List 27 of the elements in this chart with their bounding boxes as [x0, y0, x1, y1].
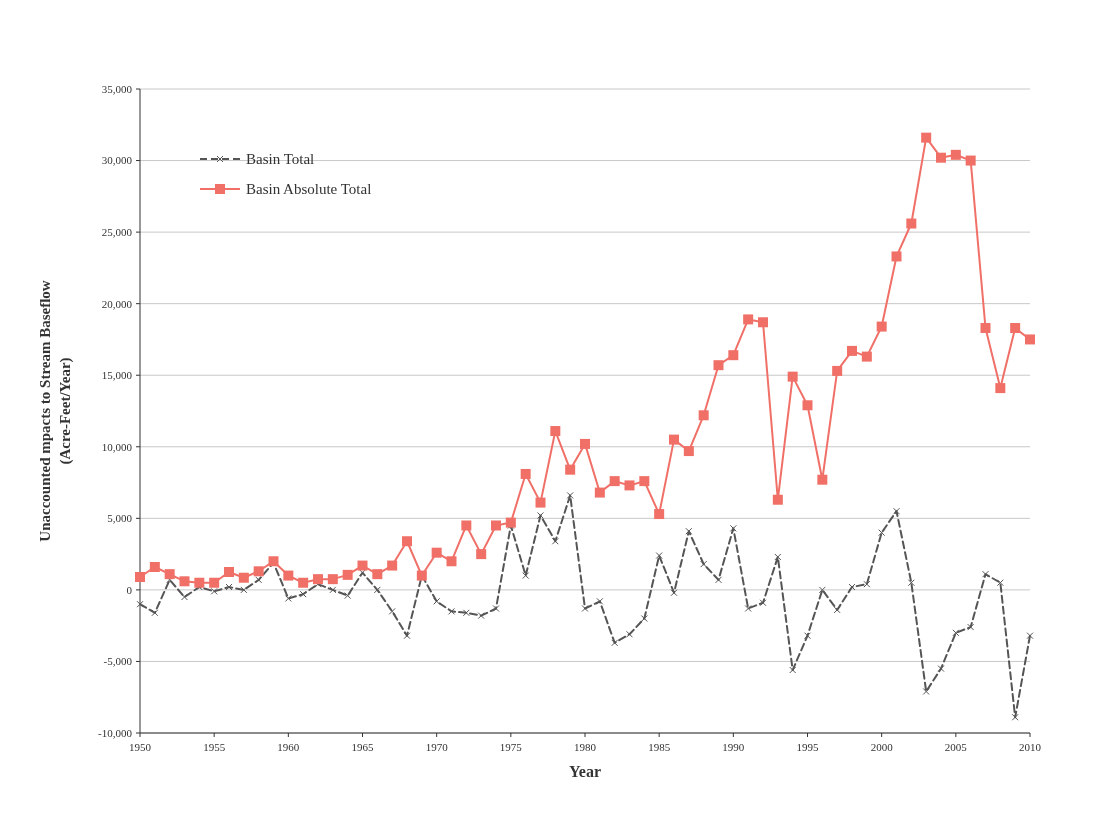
x-tick-label: 1965	[351, 741, 374, 753]
x-tick-label: 1985	[648, 741, 671, 753]
y-axis-title: Unaccounted mpacts to Stream Baseflow (Acre-Feet/Year)	[37, 280, 74, 542]
y-tick-label: 20,000	[101, 297, 133, 310]
legend-label: Basin Absolute Total	[246, 181, 372, 198]
x-tick-label: 1975	[499, 741, 523, 753]
x-tick-label: 1960	[277, 741, 300, 753]
y-tick-label: 10,000	[101, 440, 133, 453]
x-tick-label: 1995	[796, 741, 819, 753]
y-tick-label: 35,000	[101, 82, 133, 95]
x-tick-label: 2000	[870, 741, 894, 753]
x-tick-label: 2010	[1019, 741, 1042, 753]
y-tick-label: -10,000	[98, 726, 133, 739]
x-axis-title: Year	[569, 763, 601, 780]
x-tick-label: 1950	[129, 741, 152, 753]
x-tick-label: 1955	[203, 741, 226, 753]
y-tick-label: 5,000	[107, 512, 133, 525]
y-tick-label: -5,000	[103, 655, 133, 668]
x-tick-label: 1980	[574, 741, 597, 753]
y-tick-label: 30,000	[101, 154, 133, 167]
x-tick-label: 2005	[944, 741, 968, 753]
y-tick-label: 15,000	[101, 369, 133, 382]
x-tick-label: 1970	[425, 741, 449, 753]
legend-label: Basin Total	[246, 151, 315, 168]
y-tick-label: 0	[126, 583, 133, 596]
x-tick-label: 1990	[722, 741, 745, 753]
y-tick-label: 25,000	[101, 225, 133, 238]
